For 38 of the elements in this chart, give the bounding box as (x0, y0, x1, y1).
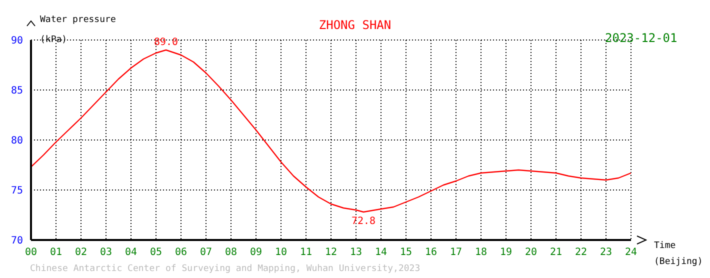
x-tick-label: 18 (474, 247, 488, 258)
x-tick-label: 09 (250, 247, 262, 258)
x-tick-label: 02 (74, 247, 88, 258)
x-tick-label: 07 (200, 247, 212, 258)
y-axis-title: Water pressure (kPa) (40, 14, 117, 47)
x-tick-label: 01 (50, 247, 62, 258)
line-series (31, 49, 631, 213)
x-tick-label: 05 (150, 247, 162, 258)
x-tick-label: 04 (124, 247, 138, 258)
y-tick-label: 70 (10, 236, 24, 247)
x-tick-label: 22 (574, 247, 588, 258)
x-axis-title: Time (Beijing) (654, 240, 704, 269)
x-tick-label: 19 (500, 247, 512, 258)
x-tick-label: 20 (524, 247, 538, 258)
x-tick-label: 06 (174, 247, 188, 258)
chart-subtitle: 2023-12-01 (605, 31, 678, 45)
chart-title: ZHONG SHAN (318, 18, 392, 32)
x-tick-label: 03 (100, 247, 112, 258)
x-tick-label: 15 (400, 247, 412, 258)
annotation: 72.8 (351, 216, 376, 228)
y-tick-label: 85 (10, 86, 24, 97)
x-tick-label: 16 (424, 247, 438, 258)
text: Chinese Antarctic Center of Surveying and Mapping, Wuhan University,2023 (30, 264, 420, 274)
x-tick-label: 00 (24, 247, 38, 258)
x-tick-label: 11 (300, 247, 312, 258)
x-tick-label: 21 (550, 247, 562, 258)
x-tick-label: 13 (350, 247, 362, 258)
y-tick-label: 90 (10, 36, 24, 47)
x-tick-label: 17 (450, 247, 462, 258)
x-tick-label: 14 (374, 247, 388, 258)
x-tick-label: 10 (274, 247, 288, 258)
x-tick-label: 23 (600, 247, 612, 258)
y-tick-label: 80 (10, 136, 24, 147)
y-tick-label: 75 (10, 186, 24, 197)
x-tick-label: 24 (624, 247, 638, 258)
annotation: 89.0 (154, 37, 178, 48)
x-tick-label: 12 (324, 247, 338, 258)
x-tick-label: 08 (224, 247, 238, 258)
